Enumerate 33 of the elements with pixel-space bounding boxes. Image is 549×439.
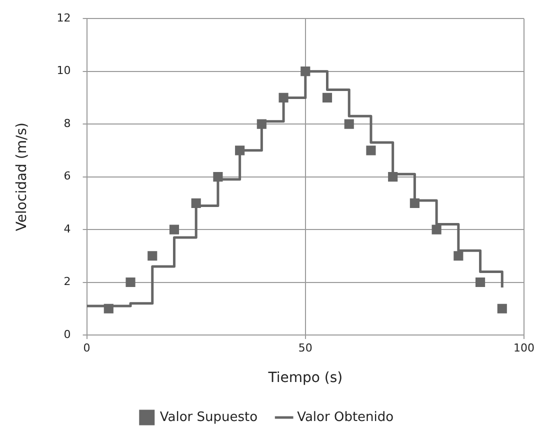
point: [256, 119, 266, 129]
legend-label: Valor Supuesto: [160, 410, 258, 425]
point: [432, 224, 442, 234]
point: [191, 198, 201, 208]
point: [148, 251, 158, 261]
y-tick-label: 0: [64, 328, 71, 341]
y-tick-label: 2: [64, 275, 71, 288]
y-tick-label: 8: [64, 116, 71, 130]
x-tick-label: 0: [83, 341, 90, 354]
x-tick-label: 100: [514, 341, 534, 354]
y-tick-label: 4: [64, 222, 71, 236]
point: [410, 198, 420, 208]
y-axis-title: Velocidad (m/s): [14, 122, 30, 232]
point: [104, 304, 114, 314]
point: [454, 251, 464, 261]
x-axis-title: Tiempo (s): [267, 370, 343, 386]
y-tick-label: 12: [56, 11, 71, 24]
point: [300, 66, 310, 76]
point: [278, 92, 288, 102]
point: [235, 146, 245, 156]
y-tick-label: 6: [64, 170, 71, 183]
point: [344, 119, 354, 129]
point: [497, 304, 507, 314]
point: [366, 146, 376, 156]
legend-label: Valor Obtenido: [297, 410, 394, 425]
point: [322, 92, 332, 102]
point: [475, 277, 486, 288]
point: [169, 224, 180, 234]
point: [213, 172, 223, 182]
y-tick-label: 10: [56, 64, 71, 78]
point: [126, 277, 136, 288]
x-tick-label: 50: [298, 341, 312, 354]
point: [388, 172, 398, 182]
